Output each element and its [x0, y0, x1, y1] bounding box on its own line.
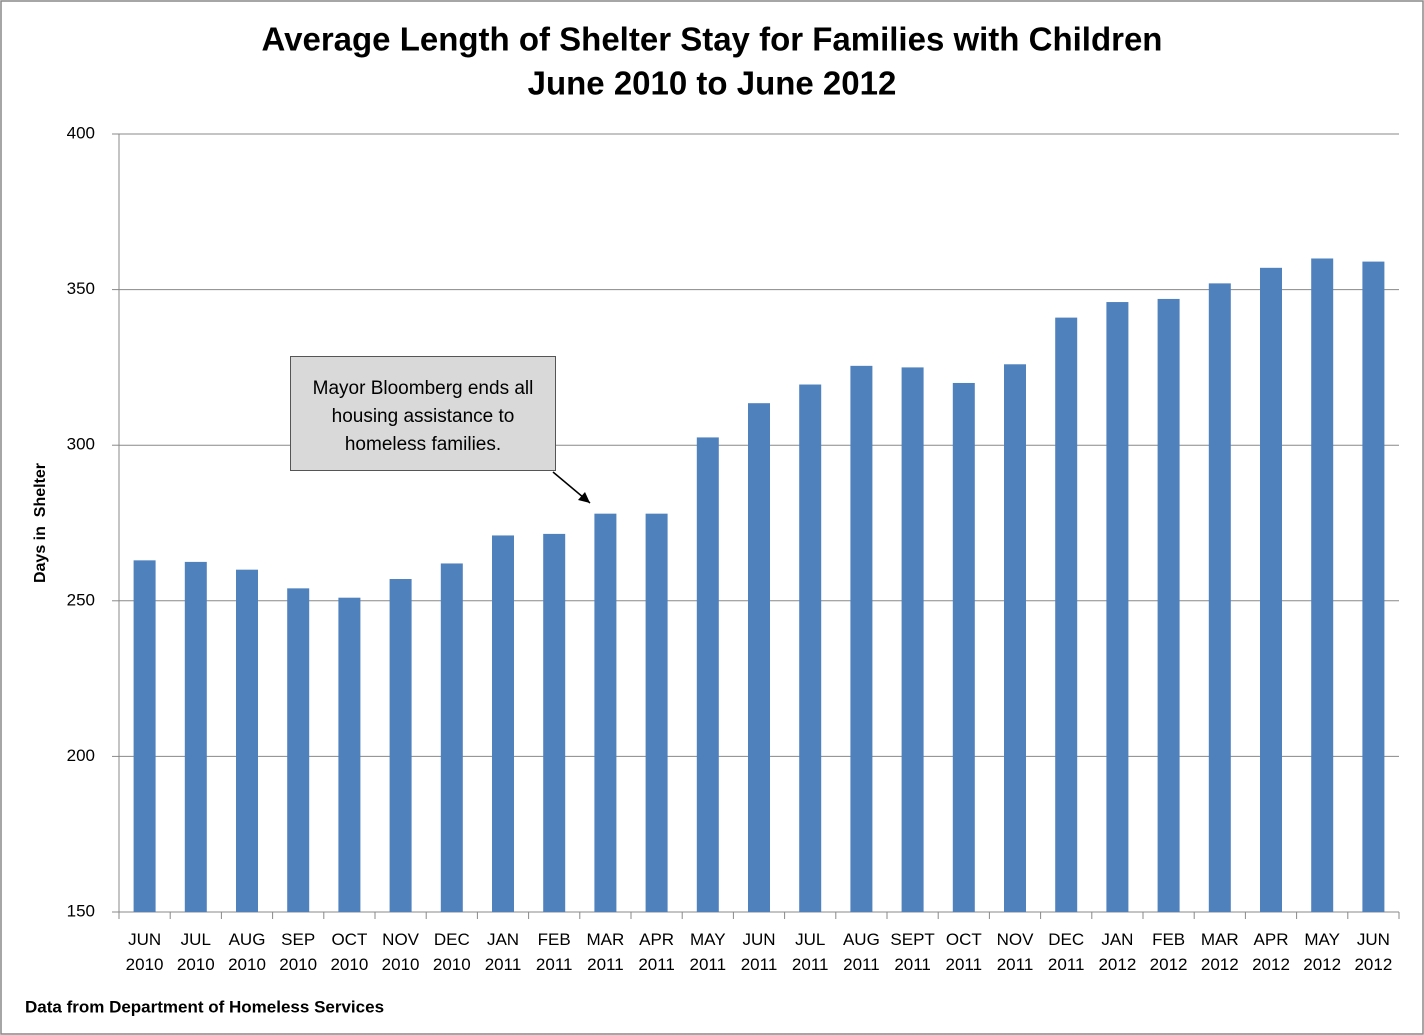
x-tick-label: OCT 2011: [945, 930, 983, 974]
bar: [645, 513, 668, 912]
bar: [799, 384, 822, 912]
bar: [1055, 317, 1078, 912]
x-tick-label: MAR 2012: [1200, 930, 1239, 974]
y-tick-label: 150: [67, 901, 95, 920]
bar: [236, 569, 258, 912]
x-tick-label: JUN 2010: [125, 930, 164, 974]
x-tick-label: SEPT 2011: [890, 930, 935, 974]
x-tick-label: SEP 2010: [279, 930, 318, 974]
y-tick-label: 300: [67, 435, 95, 454]
x-tick-label: DEC 2010: [432, 930, 471, 974]
y-tick-label: 400: [67, 123, 95, 142]
bar: [1157, 298, 1180, 912]
bar: [696, 437, 719, 912]
bar: [287, 588, 310, 912]
bar: [901, 367, 924, 912]
x-tick-label: AUG 2010: [228, 930, 266, 974]
chart-subtitle: June 2010 to June 2012: [528, 65, 897, 102]
bar: [952, 382, 975, 913]
x-tick-label: JAN 2011: [484, 930, 522, 974]
x-tick-label: APR 2011: [638, 930, 675, 974]
bar: [1362, 261, 1385, 912]
bar: [338, 597, 361, 912]
bar: [594, 513, 617, 912]
x-tick-label: JUL 2011: [791, 930, 829, 974]
x-tick-label: JAN 2012: [1098, 930, 1137, 974]
y-tick-label: 350: [67, 279, 95, 298]
x-tick-label: DEC 2011: [1047, 930, 1085, 974]
x-tick-label: FEB 2011: [535, 930, 573, 974]
y-tick-label: 200: [67, 746, 95, 765]
x-tick-label: MAY 2011: [689, 930, 727, 974]
bar: [1004, 364, 1026, 913]
bar: [492, 535, 514, 912]
annotation-arrowhead: [578, 492, 590, 503]
chart-title: Average Length of Shelter Stay for Famil…: [262, 21, 1163, 58]
y-axis-label: Days in Shelter: [32, 463, 49, 583]
x-tick-label: AUG 2011: [842, 930, 880, 974]
x-tick-label: APR 2012: [1252, 930, 1290, 974]
bar: [1260, 267, 1282, 912]
x-tick-label: JUN 2011: [740, 930, 778, 974]
bar: [1106, 302, 1129, 913]
bar: [543, 533, 566, 912]
x-tick-label: NOV 2010: [381, 930, 420, 974]
x-tick-label: JUL 2010: [176, 930, 215, 974]
x-tick-label: FEB 2012: [1149, 930, 1188, 974]
bar: [748, 403, 770, 912]
bar: [133, 560, 156, 912]
x-tick-label: NOV 2011: [996, 930, 1034, 974]
bar: [1208, 283, 1231, 913]
y-tick-label: 250: [67, 590, 95, 609]
x-tick-label: MAR 2011: [586, 930, 625, 974]
source-note: Data from Department of Homeless Service…: [25, 997, 384, 1016]
bar: [184, 561, 207, 912]
bar: [850, 365, 873, 912]
bar: [1311, 258, 1334, 913]
x-tick-label: OCT 2010: [330, 930, 369, 974]
x-tick-label: MAY 2012: [1303, 930, 1342, 974]
annotation-box: Mayor Bloomberg ends all housing assista…: [290, 356, 556, 471]
bar: [389, 579, 412, 912]
bar: [440, 563, 463, 912]
x-tick-label: JUN 2012: [1354, 930, 1393, 974]
